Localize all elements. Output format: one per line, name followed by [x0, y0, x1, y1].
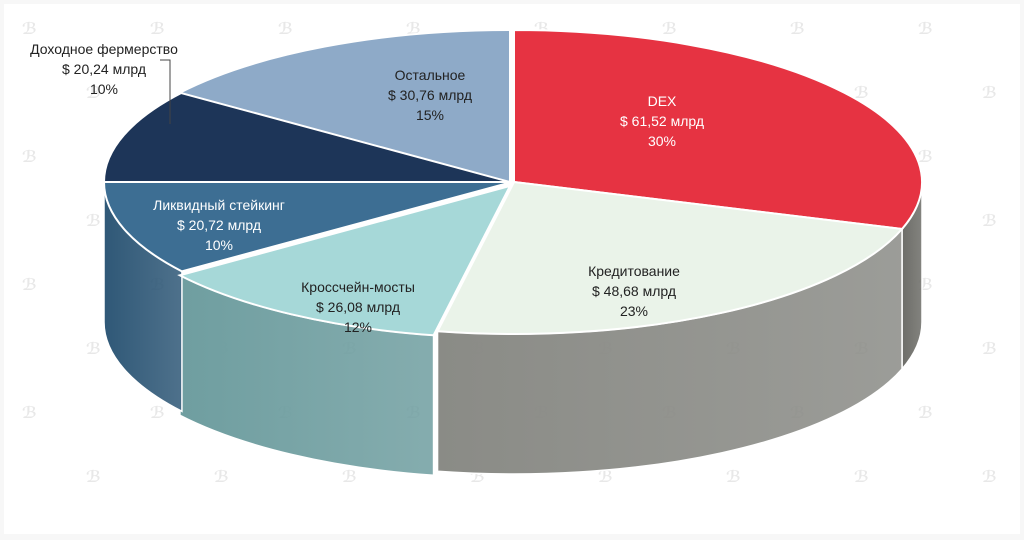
slice-percent: 30%: [648, 133, 676, 149]
slice-label-кроссчейн-мосты: Кроссчейн-мосты $ 26,08 млрд 12%: [301, 279, 415, 335]
leader-line: [160, 59, 171, 124]
pie-slice-остальное: [177, 28, 511, 184]
watermark-glyph: ℬ: [86, 467, 101, 486]
watermark-glyph: ℬ: [726, 467, 741, 486]
slice-percent: 12%: [344, 319, 372, 335]
slice-percent: 23%: [620, 303, 648, 319]
watermark-glyph: ℬ: [790, 19, 805, 38]
chart-frame: ℬℬℬℬℬℬℬℬℬℬℬℬℬℬℬℬℬℬℬℬℬℬℬℬℬℬℬℬℬℬℬℬℬℬℬℬℬℬℬℬ…: [4, 4, 1020, 534]
watermark-glyph: ℬ: [662, 19, 677, 38]
watermark-glyph: ℬ: [854, 83, 869, 102]
watermark-glyph: ℬ: [150, 403, 165, 422]
watermark-glyph: ℬ: [150, 19, 165, 38]
slice-percent: 10%: [205, 237, 233, 253]
slice-label-остальное: Остальное $ 30,76 млрд 15%: [388, 67, 472, 123]
watermark-glyph: ℬ: [982, 339, 997, 358]
pie-slice-ликвидный-стейкинг: [102, 181, 513, 273]
slice-label-кредитование: Кредитование $ 48,68 млрд 23%: [588, 263, 680, 319]
slice-name: Остальное: [395, 67, 466, 83]
slice-value: $ 61,52 млрд: [620, 113, 704, 129]
watermark-glyph: ℬ: [342, 467, 357, 486]
pie-tops: [102, 28, 923, 337]
pie-slice-dex: [513, 28, 923, 231]
watermark-glyph: ℬ: [86, 83, 101, 102]
pie-chart: ℬℬℬℬℬℬℬℬℬℬℬℬℬℬℬℬℬℬℬℬℬℬℬℬℬℬℬℬℬℬℬℬℬℬℬℬℬℬℬℬ…: [22, 19, 997, 486]
slice-percent: 15%: [416, 107, 444, 123]
pie-sides: [103, 181, 923, 477]
watermark-glyph: ℬ: [22, 147, 37, 166]
watermark-glyph: ℬ: [598, 467, 613, 486]
slice-value: $ 20,24 млрд: [62, 61, 146, 77]
slice-label-ликвидный-стейкинг: Ликвидный стейкинг $ 20,72 млрд 10%: [153, 197, 285, 253]
slice-label-доходное-фермерство: Доходное фермерство $ 20,24 млрд 10%: [30, 41, 178, 124]
slice-value: $ 20,72 млрд: [177, 217, 261, 233]
slice-value: $ 48,68 млрд: [592, 283, 676, 299]
watermark-glyph: ℬ: [982, 83, 997, 102]
watermark-glyph: ℬ: [278, 19, 293, 38]
slice-name: Кредитование: [588, 263, 680, 279]
pie-labels: DEX $ 61,52 млрд 30% Кредитование $ 48,68 мл…: [30, 41, 704, 335]
watermark-glyph: ℬ: [854, 467, 869, 486]
watermark-glyph: ℬ: [918, 403, 933, 422]
watermark-glyph: ℬ: [86, 211, 101, 230]
pie-slice-кредитование: [435, 180, 905, 335]
watermark-glyph: ℬ: [918, 147, 933, 166]
slice-name: Кроссчейн-мосты: [301, 279, 415, 295]
slice-label-dex: DEX $ 61,52 млрд 30%: [620, 93, 704, 149]
watermark-glyph: ℬ: [22, 19, 37, 38]
slice-name: DEX: [648, 93, 677, 109]
watermark-glyph: ℬ: [86, 339, 101, 358]
pie-slice-кроссчейн-мосты: [177, 184, 512, 337]
watermark-glyph: ℬ: [22, 275, 37, 294]
slice-name: Ликвидный стейкинг: [153, 197, 285, 213]
slice-value: $ 30,76 млрд: [388, 87, 472, 103]
watermark-glyph: ℬ: [982, 211, 997, 230]
slice-name: Доходное фермерство: [30, 41, 178, 57]
slice-value: $ 26,08 млрд: [316, 299, 400, 315]
watermark-glyph: ℬ: [22, 403, 37, 422]
watermark-glyph: ℬ: [918, 19, 933, 38]
watermark-glyph: ℬ: [214, 467, 229, 486]
slice-percent: 10%: [90, 81, 118, 97]
watermark-glyph: ℬ: [982, 467, 997, 486]
